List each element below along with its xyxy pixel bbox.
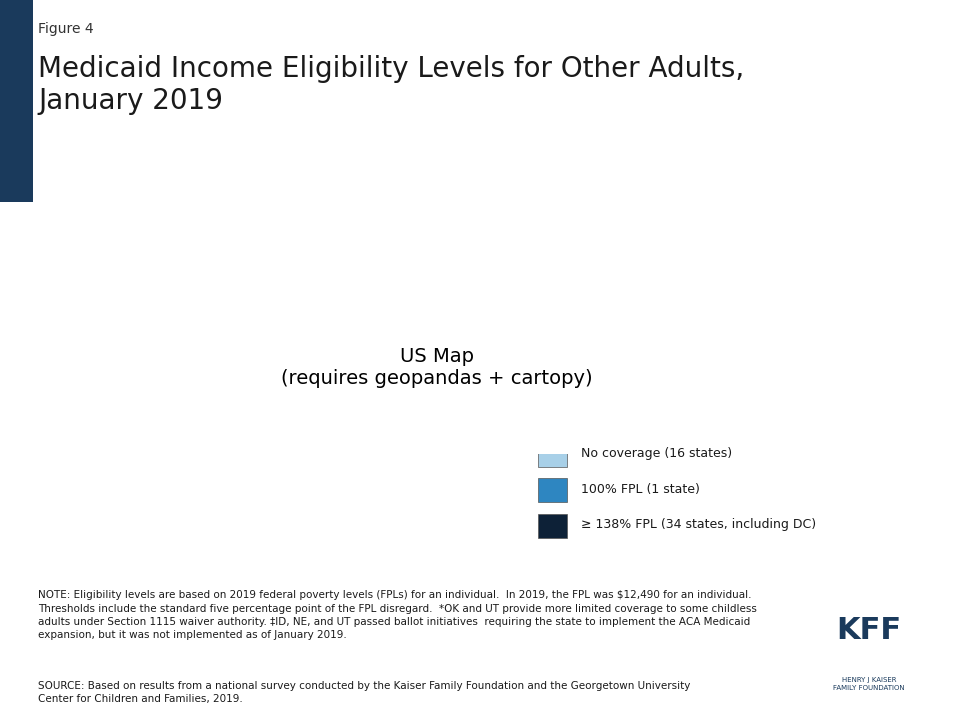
FancyBboxPatch shape <box>538 443 566 467</box>
Text: HENRY J KAISER
FAMILY FOUNDATION: HENRY J KAISER FAMILY FOUNDATION <box>833 678 904 690</box>
FancyBboxPatch shape <box>538 479 566 503</box>
Text: NOTE: Eligibility levels are based on 2019 federal poverty levels (FPLs) for an : NOTE: Eligibility levels are based on 20… <box>38 590 757 640</box>
Polygon shape <box>0 0 33 202</box>
Text: SOURCE: Based on results from a national survey conducted by the Kaiser Family F: SOURCE: Based on results from a national… <box>38 681 691 704</box>
Text: ≥ 138% FPL (34 states, including DC): ≥ 138% FPL (34 states, including DC) <box>582 518 817 531</box>
Text: Medicaid Income Eligibility Levels for Other Adults,
January 2019: Medicaid Income Eligibility Levels for O… <box>38 55 745 115</box>
Text: Figure 4: Figure 4 <box>38 22 94 35</box>
Text: US Map
(requires geopandas + cartopy): US Map (requires geopandas + cartopy) <box>281 347 592 387</box>
Text: 100% FPL (1 state): 100% FPL (1 state) <box>582 482 700 496</box>
FancyBboxPatch shape <box>538 514 566 538</box>
Text: No coverage (16 states): No coverage (16 states) <box>582 447 732 460</box>
Text: KFF: KFF <box>836 616 901 645</box>
